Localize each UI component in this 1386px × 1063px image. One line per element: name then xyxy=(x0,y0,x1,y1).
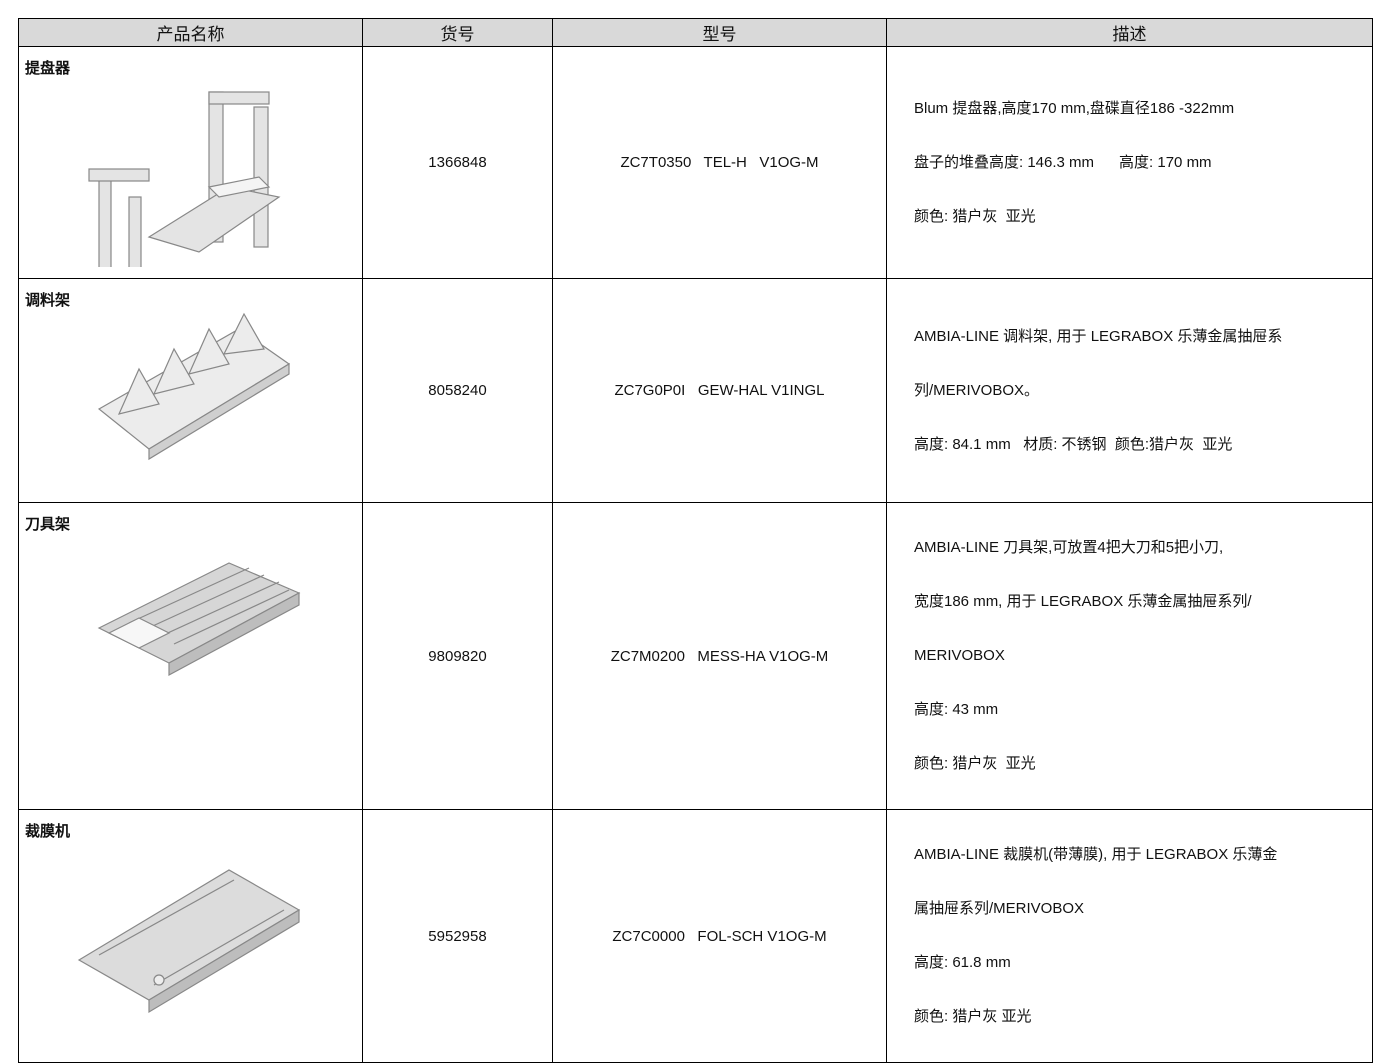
name-cell: 提盘器 xyxy=(18,46,363,279)
number-cell: 9809820 xyxy=(362,502,553,810)
description-line: 属抽屉系列/MERIVOBOX xyxy=(914,900,1085,917)
description-cell: AMBIA-LINE 裁膜机(带薄膜), 用于 LEGRABOX 乐薄金 属抽屉… xyxy=(886,809,1373,1063)
model-cell: ZC7G0P0I GEW-HAL V1INGL xyxy=(552,278,887,503)
page: 产品名称 货号 型号 描述 提盘器 1366848 ZC7T0350 TEL-H… xyxy=(18,18,1373,1063)
name-cell: 裁膜机 xyxy=(18,809,363,1063)
product-name: 调料架 xyxy=(25,292,71,309)
product-image xyxy=(88,91,281,267)
description-line: 高度: 43 mm xyxy=(914,701,999,718)
description-line: 列/MERIVOBOX。 xyxy=(914,381,1040,399)
name-cell: 刀具架 xyxy=(18,502,363,810)
row: 裁膜机 5952958 ZC7C0000 FOL-SCH V1OG-M AMBI… xyxy=(18,809,1373,1063)
header-cell: 货号 xyxy=(362,18,553,47)
description-line: 颜色: 猎户灰 亚光 xyxy=(914,1008,1032,1025)
product-table: 产品名称 货号 型号 描述 提盘器 1366848 ZC7T0350 TEL-H… xyxy=(18,18,1373,1063)
product-name: 裁膜机 xyxy=(25,823,71,840)
product-name: 刀具架 xyxy=(25,516,71,533)
model-cell: ZC7T0350 TEL-H V1OG-M xyxy=(552,46,887,279)
product-image xyxy=(77,869,301,1014)
row: 刀具架 9809820 ZC7M0200 MESS-HA V1OG-M AMBI… xyxy=(18,502,1373,810)
header-cell: 描述 xyxy=(886,18,1373,47)
product-image xyxy=(97,312,291,461)
product-image xyxy=(97,562,301,677)
row: 提盘器 1366848 ZC7T0350 TEL-H V1OG-M Blum 提… xyxy=(18,46,1373,279)
description-line: AMBIA-LINE 裁膜机(带薄膜), 用于 LEGRABOX 乐薄金 xyxy=(914,846,1278,863)
description-line: MERIVOBOX xyxy=(914,647,1005,664)
description-line: 盘子的堆叠高度: 146.3 mm 高度: 170 mm xyxy=(914,153,1212,171)
number-cell: 5952958 xyxy=(362,809,553,1063)
row: 调料架 8058240 ZC7G0P0I GEW-HAL V1INGL AMBI… xyxy=(18,278,1373,503)
description-line: Blum 提盘器,高度170 mm,盘碟直径186 -322mm xyxy=(914,99,1235,117)
description-cell: AMBIA-LINE 调料架, 用于 LEGRABOX 乐薄金属抽屉系 列/ME… xyxy=(886,278,1373,503)
description-line: AMBIA-LINE 刀具架,可放置4把大刀和5把小刀, xyxy=(914,539,1224,556)
description-line: 颜色: 猎户灰 亚光 xyxy=(914,755,1036,772)
model-cell: ZC7C0000 FOL-SCH V1OG-M xyxy=(552,809,887,1063)
name-cell: 调料架 xyxy=(18,278,363,503)
description-cell: Blum 提盘器,高度170 mm,盘碟直径186 -322mm 盘子的堆叠高度… xyxy=(886,46,1373,279)
header-row: 产品名称 货号 型号 描述 xyxy=(18,18,1373,47)
description-line: 高度: 61.8 mm xyxy=(914,954,1011,971)
header-cell: 型号 xyxy=(552,18,887,47)
number-cell: 1366848 xyxy=(362,46,553,279)
description-line: 宽度186 mm, 用于 LEGRABOX 乐薄金属抽屉系列/ xyxy=(914,593,1252,610)
header-cell: 产品名称 xyxy=(18,18,363,47)
description-line: AMBIA-LINE 调料架, 用于 LEGRABOX 乐薄金属抽屉系 xyxy=(914,327,1283,345)
description-line: 高度: 84.1 mm 材质: 不锈钢 颜色:猎户灰 亚光 xyxy=(914,435,1233,453)
product-name: 提盘器 xyxy=(25,60,71,77)
description-line: 颜色: 猎户灰 亚光 xyxy=(914,207,1036,225)
model-cell: ZC7M0200 MESS-HA V1OG-M xyxy=(552,502,887,810)
number-cell: 8058240 xyxy=(362,278,553,503)
description-cell: AMBIA-LINE 刀具架,可放置4把大刀和5把小刀, 宽度186 mm, 用… xyxy=(886,502,1373,810)
